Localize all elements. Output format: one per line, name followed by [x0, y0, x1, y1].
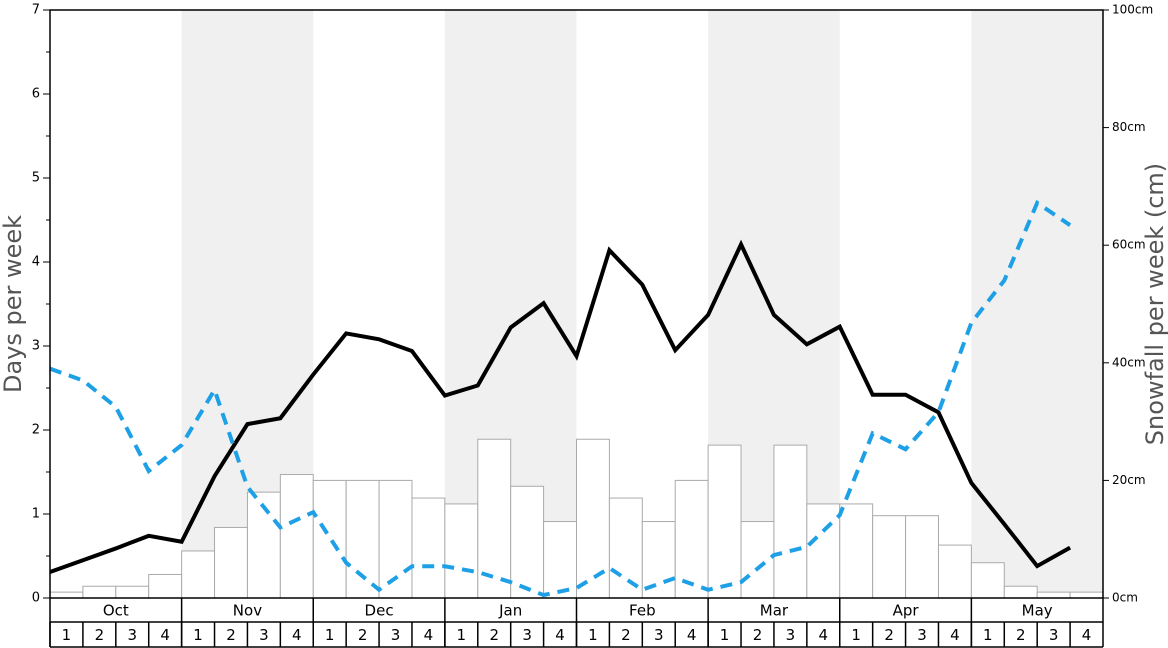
month-label: Jan	[498, 602, 522, 620]
y-tick-label: 7	[32, 3, 40, 18]
bar	[312, 479, 347, 599]
week-label: 3	[786, 626, 796, 644]
y-tick-label: 6	[32, 87, 40, 102]
bar	[839, 503, 874, 599]
week-label: 3	[654, 626, 664, 644]
bar	[937, 544, 972, 599]
y2-tick-label: 40cm	[1112, 355, 1146, 369]
week-label: 2	[358, 626, 368, 644]
week-label: 1	[983, 626, 993, 644]
y-tick-label: 5	[32, 171, 40, 186]
y2-tick-label: 100cm	[1112, 3, 1153, 17]
bar	[674, 479, 709, 599]
week-label: 1	[720, 626, 730, 644]
week-label: 4	[292, 626, 302, 644]
week-label: 2	[884, 626, 894, 644]
bar	[510, 485, 545, 599]
y2-tick-label: 20cm	[1112, 473, 1146, 487]
bar	[740, 521, 775, 599]
week-label: 2	[753, 626, 763, 644]
y-tick-label: 3	[32, 339, 40, 354]
month-label: Mar	[760, 602, 789, 620]
week-label: 1	[62, 626, 72, 644]
bar	[905, 515, 939, 599]
week-label: 3	[391, 626, 401, 644]
week-label: 2	[1016, 626, 1026, 644]
month-shade	[971, 10, 1103, 598]
bar	[345, 479, 380, 599]
week-label: 1	[851, 626, 861, 644]
y-axis-label: Days per week	[0, 215, 27, 393]
bar	[806, 503, 841, 599]
y-tick-label: 1	[32, 507, 40, 522]
week-label: 2	[95, 626, 105, 644]
week-label: 3	[917, 626, 927, 644]
bar	[148, 573, 183, 599]
bar	[181, 550, 216, 599]
y2-axis-label: Snowfall per week (cm)	[1141, 163, 1168, 445]
bar	[411, 497, 446, 599]
bar	[115, 585, 150, 599]
y2-tick-label: 0cm	[1112, 591, 1138, 605]
month-label: Feb	[629, 602, 656, 620]
bar	[214, 526, 248, 599]
week-label: 3	[259, 626, 269, 644]
bar	[1003, 585, 1038, 599]
bar	[1069, 591, 1104, 599]
week-label: 2	[621, 626, 631, 644]
y-tick-label: 0	[32, 591, 40, 606]
week-label: 2	[226, 626, 236, 644]
y-tick-label: 2	[32, 423, 40, 438]
bar	[970, 562, 1005, 599]
week-label: 4	[424, 626, 434, 644]
bar	[576, 438, 610, 599]
bar	[543, 521, 577, 599]
bar	[641, 521, 676, 599]
month-label: Nov	[233, 602, 262, 620]
week-label: 2	[489, 626, 499, 644]
week-label: 3	[1049, 626, 1059, 644]
bar	[773, 444, 808, 599]
y-tick-label: 4	[32, 255, 40, 270]
week-label: 4	[1082, 626, 1092, 644]
week-label: 1	[457, 626, 467, 644]
bar	[608, 497, 643, 599]
bar	[49, 591, 84, 599]
week-label: 3	[127, 626, 137, 644]
bar	[279, 474, 314, 599]
week-label: 1	[588, 626, 598, 644]
week-label: 1	[193, 626, 203, 644]
month-label: Oct	[103, 602, 129, 620]
y2-tick-label: 60cm	[1112, 238, 1146, 252]
line	[49, 199, 1072, 598]
line	[49, 239, 1072, 574]
month-label: May	[1022, 602, 1053, 620]
bar	[82, 585, 117, 599]
week-label: 4	[819, 626, 829, 644]
week-label: 4	[160, 626, 170, 644]
week-label: 4	[687, 626, 697, 644]
bar	[707, 444, 742, 599]
y2-tick-label: 80cm	[1112, 120, 1146, 134]
week-label: 4	[950, 626, 960, 644]
month-label: Dec	[365, 602, 394, 620]
bar	[872, 515, 907, 599]
month-label: Apr	[893, 602, 920, 620]
week-label: 3	[522, 626, 532, 644]
week-label: 4	[555, 626, 565, 644]
bar	[1036, 591, 1071, 599]
bar	[444, 503, 479, 599]
bar	[477, 438, 512, 599]
week-label: 1	[325, 626, 335, 644]
